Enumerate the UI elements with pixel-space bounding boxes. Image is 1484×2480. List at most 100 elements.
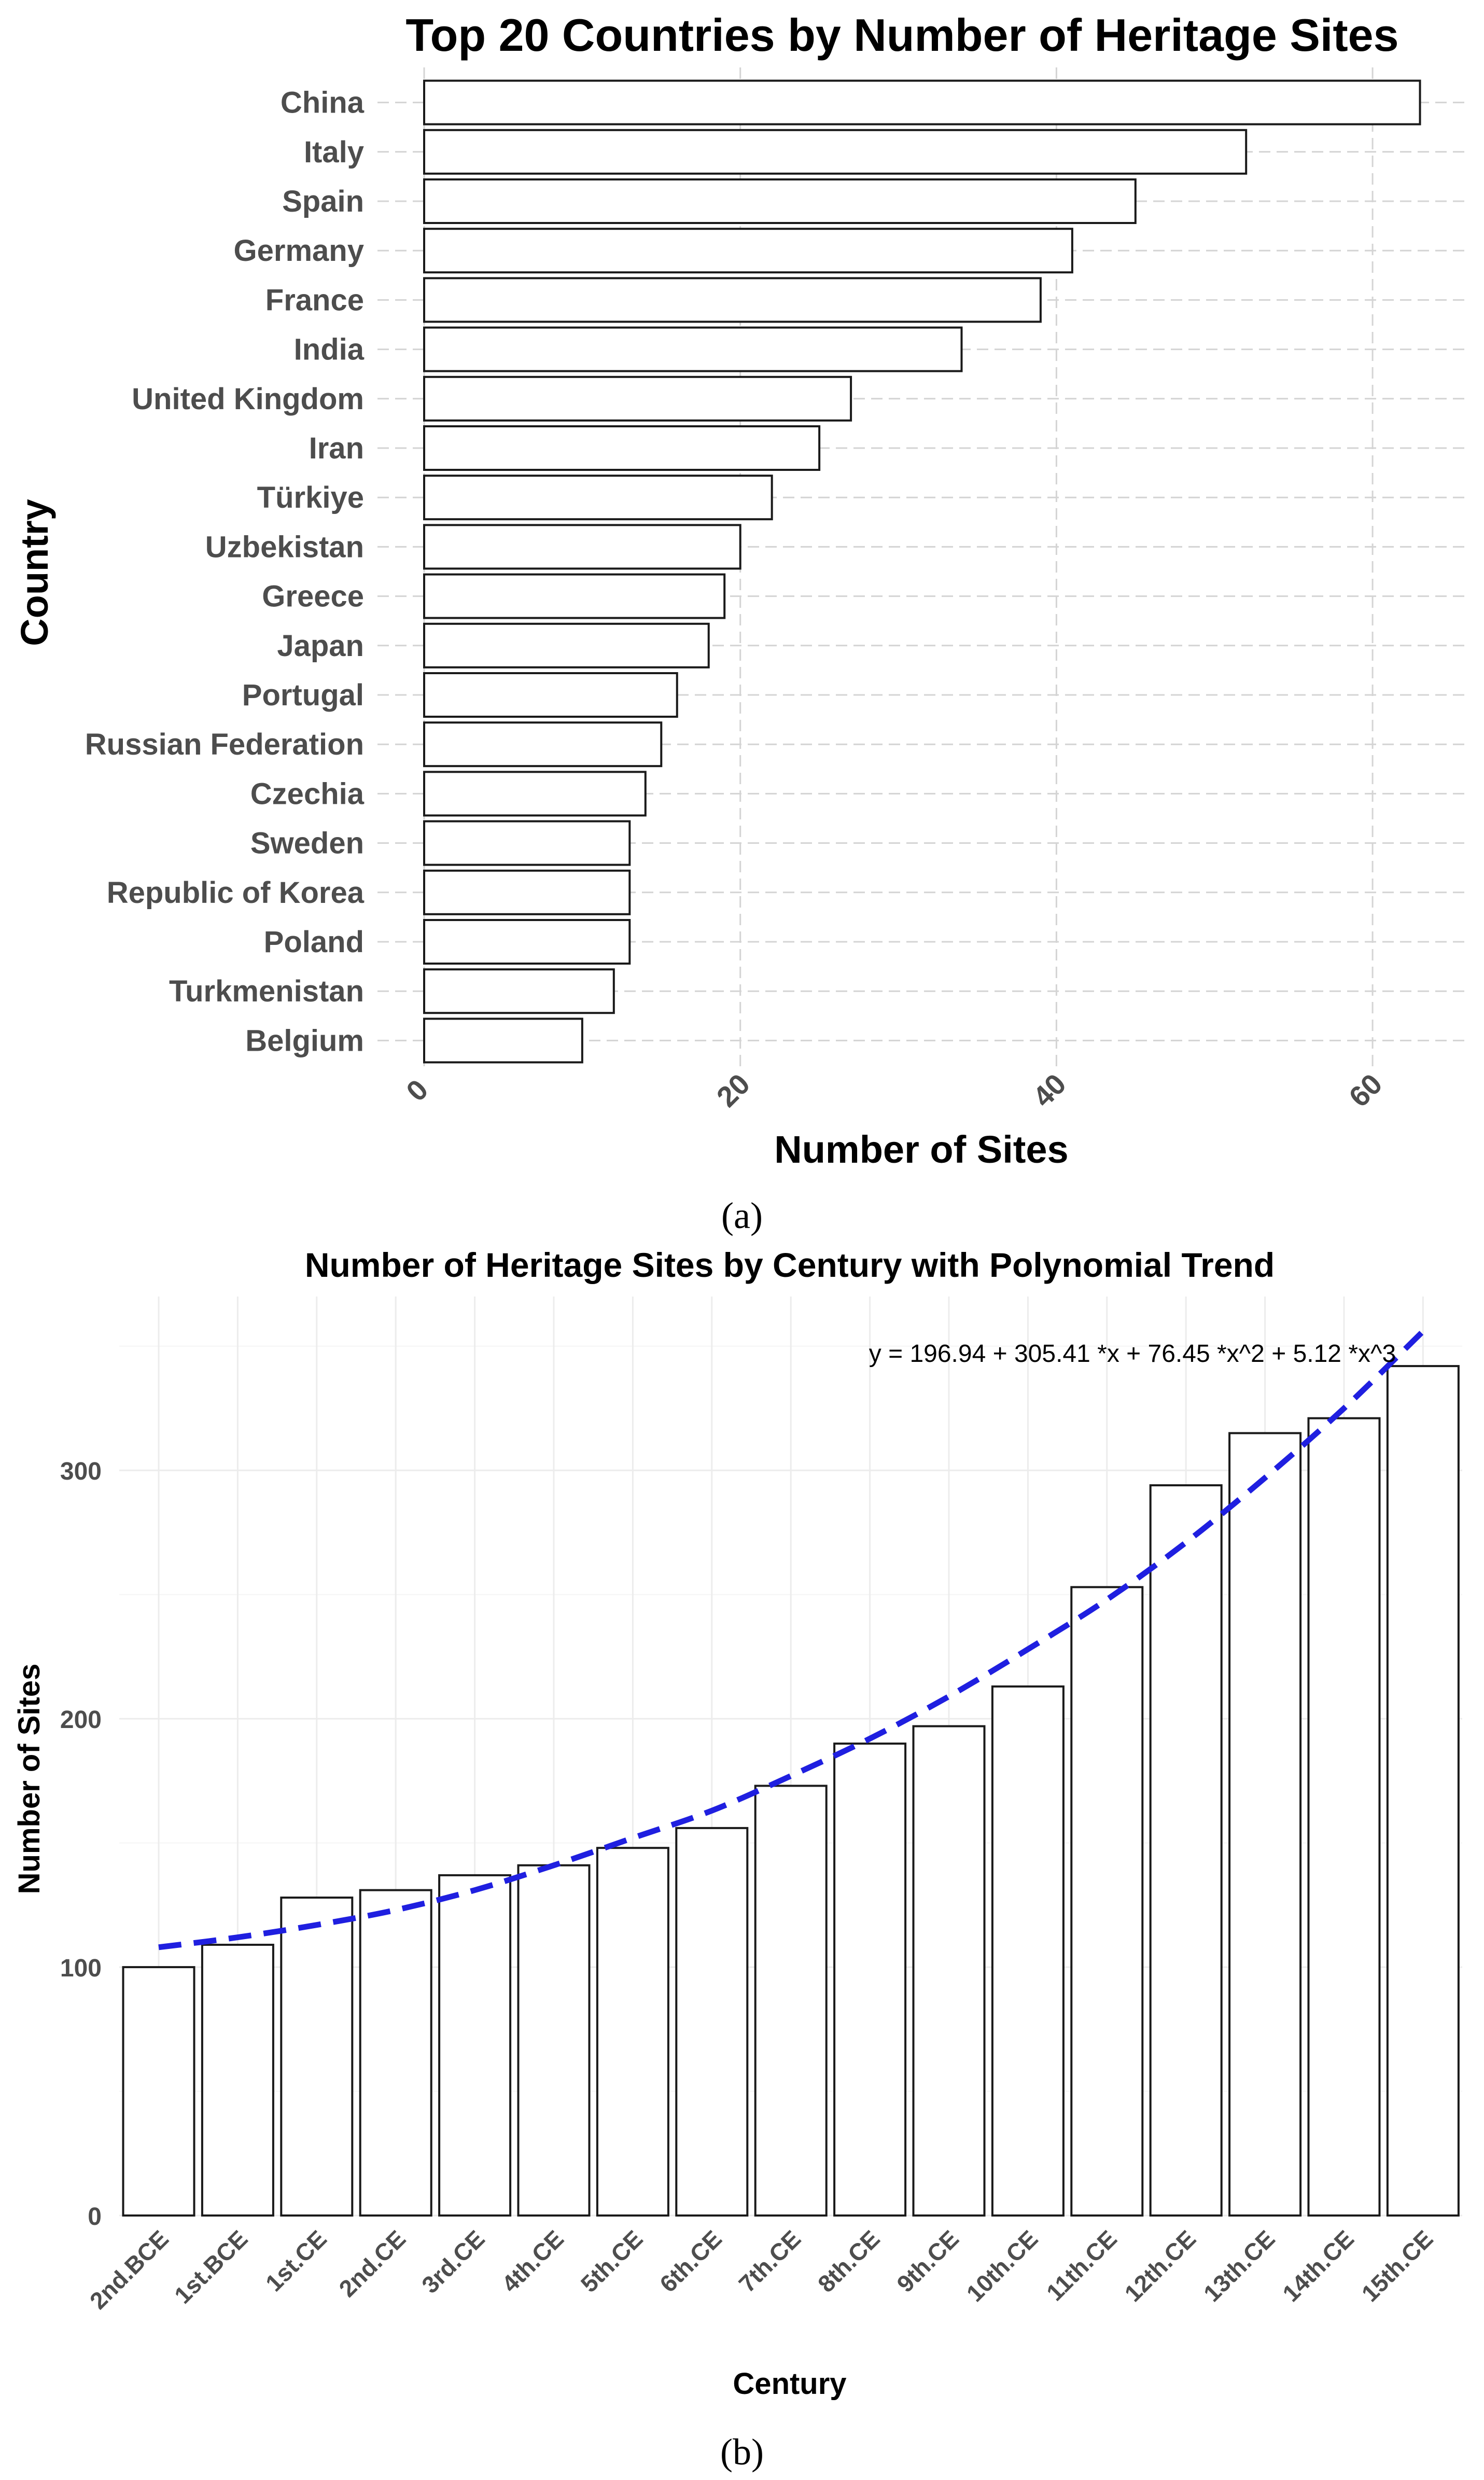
bar-portugal [423, 672, 678, 718]
bar-germany [423, 228, 1073, 274]
country-label: Portugal [242, 678, 364, 712]
bar-france [423, 277, 1042, 323]
x-tick-label: 10th.CE [961, 2225, 1043, 2307]
country-label: Türkiye [257, 481, 364, 514]
bar-5th-ce [596, 1847, 669, 2217]
country-label: Turkmenistan [169, 974, 364, 1008]
bar-china [423, 79, 1421, 126]
x-tick-label: 2nd.BCE [85, 2225, 174, 2314]
panel-a-title: Top 20 Countries by Number of Heritage S… [405, 9, 1398, 61]
country-label: Russian Federation [85, 728, 364, 761]
bar-8th-ce [833, 1743, 907, 2217]
bar-belgium [423, 1018, 583, 1064]
bar-6th-ce [675, 1827, 749, 2217]
country-label: China [281, 86, 365, 120]
x-tick-label: 13th.CE [1198, 2225, 1280, 2307]
country-label: Spain [282, 185, 364, 218]
bar-11th-ce [1070, 1586, 1144, 2217]
x-tick-label: 4th.CE [496, 2225, 569, 2297]
bar-10th-ce [991, 1685, 1065, 2217]
bar-4th-ce [517, 1864, 591, 2217]
x-tick-label: 40 [1026, 1067, 1072, 1113]
bar-3rd-ce [438, 1874, 512, 2217]
country-label: Sweden [250, 827, 364, 860]
bar-7th-ce [754, 1785, 828, 2217]
bar-2nd-bce [122, 1966, 195, 2217]
trend-equation-label: y = 196.94 + 305.41 *x + 76.45 *x^2 + 5.… [869, 1340, 1396, 1368]
bar-russian-federation [423, 721, 663, 768]
x-tick-label: 9th.CE [891, 2225, 964, 2297]
country-label: France [265, 283, 364, 317]
bar-spain [423, 178, 1137, 224]
bar-czechia [423, 771, 647, 817]
bar-13th-ce [1228, 1432, 1302, 2217]
bar-1st-bce [201, 1943, 274, 2217]
bar-1st-ce [280, 1896, 354, 2217]
x-tick-label: 1st.BCE [169, 2225, 253, 2308]
country-label: Germany [234, 234, 364, 268]
panel-a-x-ticks: 0 20 40 60 [400, 1067, 1389, 1113]
x-tick-label: 3rd.CE [416, 2225, 490, 2298]
bar-united-kingdom [423, 375, 852, 422]
country-label: Japan [277, 629, 364, 663]
x-tick-label: 20 [710, 1067, 757, 1113]
bar-9th-ce [912, 1725, 986, 2217]
bar-poland [423, 919, 631, 965]
panel-b-label: (b) [720, 2431, 764, 2473]
panel-a-x-axis-title: Number of Sites [774, 1128, 1068, 1171]
polynomial-trend-line [158, 1329, 1425, 1950]
bar-15th-ce [1386, 1365, 1460, 2217]
x-tick-label: 7th.CE [733, 2225, 806, 2297]
x-tick-label: 60 [1342, 1067, 1389, 1113]
x-tick-label: 8th.CE [813, 2225, 885, 2297]
x-tick-label: 1st.CE [260, 2225, 332, 2296]
x-tick-label: 0 [400, 1073, 435, 1108]
country-label: Greece [262, 580, 364, 614]
panel-b-y-ticks: 0 100 200 300 [60, 1458, 102, 2231]
bar-italy [423, 129, 1248, 175]
bar-iran [423, 425, 821, 471]
bar-sweden [423, 820, 631, 866]
bar-2nd-ce [359, 1889, 432, 2217]
x-tick-label: 14th.CE [1277, 2225, 1359, 2307]
y-tick-label: 0 [88, 2203, 102, 2231]
bar-t-rkiye [423, 475, 773, 521]
y-tick-label: 300 [60, 1458, 102, 1485]
bar-india [423, 326, 963, 372]
x-tick-label: 12th.CE [1119, 2225, 1201, 2307]
panel-b-y-axis-title: Number of Sites [12, 1664, 46, 1894]
country-label: Italy [304, 135, 364, 169]
y-tick-label: 200 [60, 1706, 102, 1734]
panel-a-y-axis-title: Country [13, 499, 56, 646]
country-label: Iran [309, 431, 364, 465]
panel-b-bar-chart: Number of Heritage Sites by Century with… [12, 1246, 1462, 2473]
panel-b-title: Number of Heritage Sites by Century with… [305, 1246, 1275, 1284]
bar-greece [423, 573, 726, 619]
panel-b-x-axis-title: Century [733, 2367, 846, 2401]
panel-a-bars [423, 79, 1421, 1064]
bar-12th-ce [1149, 1484, 1223, 2217]
bar-republic-of-korea [423, 869, 631, 915]
country-label: Belgium [245, 1024, 364, 1057]
bar-14th-ce [1307, 1417, 1381, 2217]
x-tick-label: 2nd.CE [333, 2225, 411, 2302]
panel-a-bar-chart: Top 20 Countries by Number of Heritage S… [13, 9, 1467, 1236]
x-tick-label: 5th.CE [576, 2225, 648, 2297]
panel-b-bars [122, 1365, 1460, 2217]
bar-turkmenistan [423, 968, 615, 1014]
country-label: Uzbekistan [205, 530, 364, 564]
x-tick-label: 11th.CE [1041, 2225, 1122, 2306]
panel-a-country-labels: China Italy Spain Germany France India United … [85, 86, 365, 1058]
x-tick-label: 15th.CE [1356, 2225, 1438, 2307]
country-label: Czechia [250, 777, 365, 811]
country-label: Republic of Korea [107, 876, 365, 910]
y-tick-label: 100 [60, 1955, 102, 1982]
country-label: United Kingdom [132, 382, 364, 416]
x-tick-label: 6th.CE [654, 2225, 727, 2297]
bar-uzbekistan [423, 524, 741, 570]
panel-a-label: (a) [721, 1195, 763, 1236]
country-label: India [294, 333, 365, 367]
country-label: Poland [264, 925, 364, 959]
